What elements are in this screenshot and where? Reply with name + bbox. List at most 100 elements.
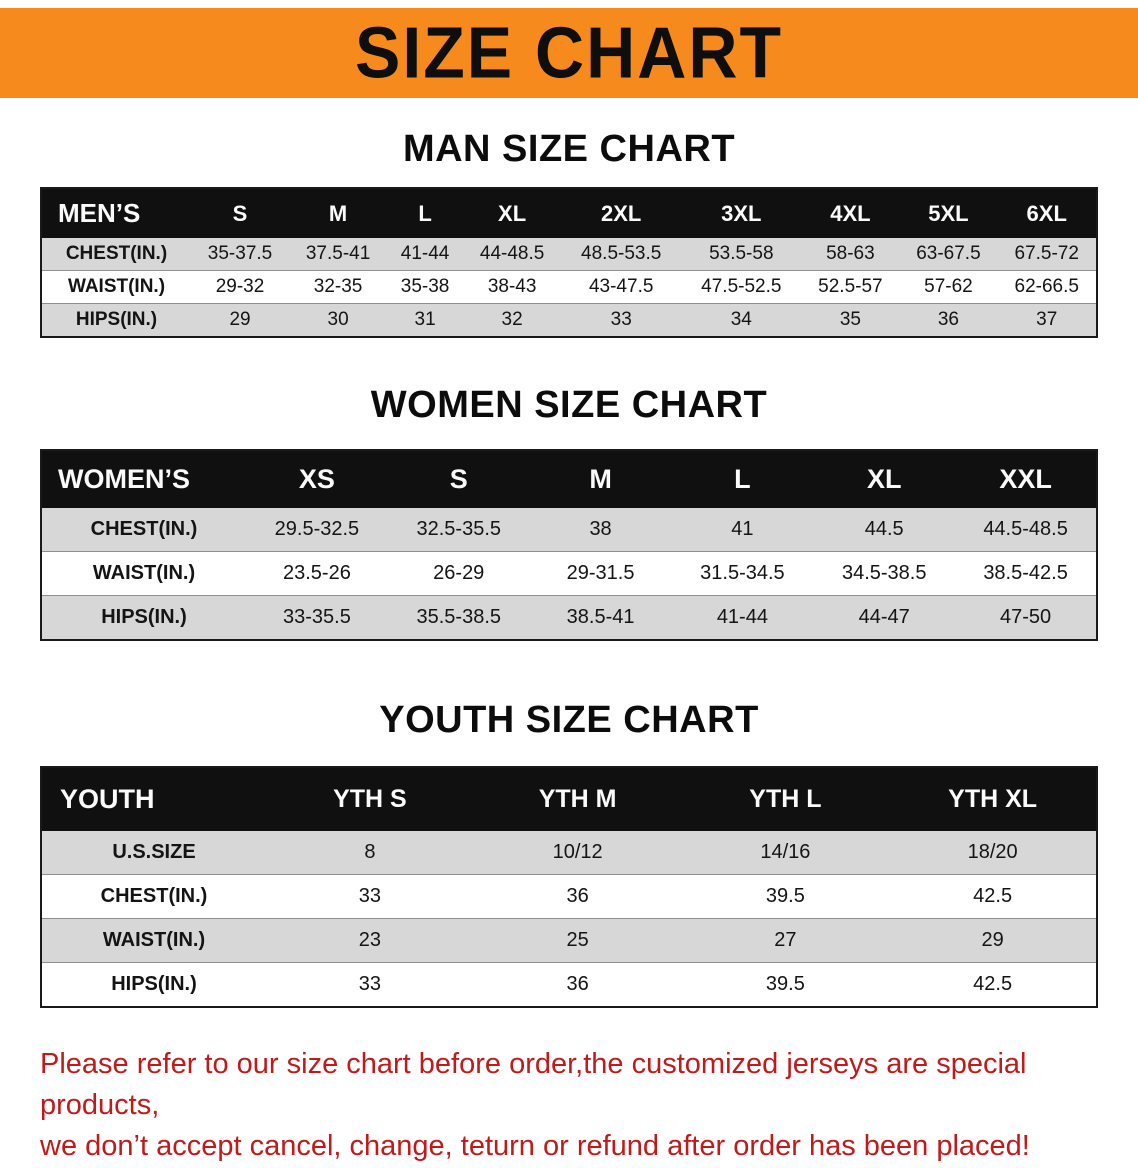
size-value: 29.5-32.5 [274,518,360,540]
size-value: 37 [1036,309,1058,330]
size-value: 41-44 [716,606,768,628]
measurement-label: WAIST(IN.) [67,276,166,297]
size-value: 38.5-41 [566,606,635,628]
size-value: 33 [358,885,381,907]
men-section-heading: MAN SIZE CHART [402,128,736,170]
size-value: 48.5-53.5 [581,243,662,264]
men-size-column-header: 3XL [681,188,802,238]
youth-size-table: YOUTH YTH S YTH M YTH L YTH XL U.S.SIZE 8 10/12… [40,766,1098,1008]
size-value: 29 [981,929,1004,951]
size-value: 38.5-42.5 [983,562,1068,584]
men-size-header-row: MEN’S S M L XL 2XL 3XL 4XL 5XL 6XL [41,188,1097,238]
size-value: 33 [610,309,632,330]
banner: SIZE CHART [0,8,1138,98]
youth-measurement-row: U.S.SIZE 8 10/12 14/16 18/20 [41,831,1097,875]
youth-size-column-header: YTH M [473,767,682,831]
size-value: 32-35 [313,276,363,297]
size-value: 35 [839,309,861,330]
size-value: 38 [589,518,612,540]
size-value: 37.5-41 [305,243,371,264]
size-value: 31.5-34.5 [700,562,785,584]
size-value: 36 [566,885,589,907]
size-value: 36 [566,973,589,995]
size-value: 33-35.5 [282,606,351,628]
notice-line-2: we don’t accept cancel, change, teturn o… [40,1130,1030,1163]
size-value: 62-66.5 [1014,276,1079,297]
youth-size-column-header: YTH L [681,767,890,831]
youth-section: YOUTH SIZE CHART YOUTH YTH S YTH M YTH L YTH … [0,699,1138,1008]
women-size-column-header: L [671,450,814,508]
size-value: 32 [501,309,523,330]
size-value: 25 [566,929,589,951]
size-value: 63-67.5 [916,243,981,264]
size-value: 53.5-58 [709,243,774,264]
size-value: 14/16 [760,841,811,863]
size-value: 35-38 [400,276,450,297]
size-value: 35.5-38.5 [416,606,501,628]
men-measurement-row: WAIST(IN.) 29-32 32-35 35-38 38-43 43-47.5 47.… [41,270,1097,304]
measurement-label: HIPS(IN.) [101,606,187,628]
footer-notice: Please refer to our size chart before or… [40,1044,1098,1168]
men-section: MAN SIZE CHART MEN’S S M L XL 2XL 3XL 4XL 5XL 6XL C… [0,128,1138,338]
size-value: 47.5-52.5 [701,276,782,297]
size-value: 44.5-48.5 [983,518,1068,540]
size-value: 44-48.5 [479,243,545,264]
size-value: 44.5 [864,518,904,540]
size-value: 42.5 [973,973,1013,995]
chart-sections: MAN SIZE CHART MEN’S S M L XL 2XL 3XL 4XL 5XL 6XL C… [0,128,1138,1008]
size-value: 10/12 [552,841,603,863]
women-measurement-row: CHEST(IN.) 29.5-32.5 32.5-35.5 38 41 44.5 44.5… [41,508,1097,552]
men-size-column-header: 4XL [801,188,900,238]
youth-size-column-header: YTH XL [889,767,1097,831]
women-size-column-header: S [387,450,530,508]
size-value: 41 [731,518,754,540]
youth-measurement-row: HIPS(IN.) 33 36 39.5 42.5 [41,962,1097,1007]
youth-group-label: YOUTH [41,767,266,831]
size-value: 23.5-26 [282,562,351,584]
size-value: 30 [327,309,349,330]
women-size-column-header: M [529,450,672,508]
size-value: 34.5-38.5 [841,562,927,584]
size-value: 39.5 [765,885,805,907]
women-section: WOMEN SIZE CHART WOMEN’S XS S M L XL XXL CHEST(I… [0,384,1138,641]
measurement-label: CHEST(IN.) [65,243,168,264]
women-measurement-row: WAIST(IN.) 23.5-26 26-29 29-31.5 31.5-34.5 34… [41,551,1097,596]
size-value: 23 [358,929,381,951]
men-group-label: MEN’S [41,188,191,238]
measurement-label: CHEST(IN.) [100,885,208,907]
size-value: 29-32 [215,276,265,297]
page-title: SIZE CHART [355,12,783,94]
size-value: 33 [358,973,381,995]
men-size-column-header: XL [463,188,562,238]
size-value: 36 [937,309,959,330]
size-value: 26-29 [433,562,485,584]
men-size-column-header: L [387,188,464,238]
women-section-heading: WOMEN SIZE CHART [370,384,768,426]
women-measurement-row: HIPS(IN.) 33-35.5 35.5-38.5 38.5-41 41-44 44-… [41,595,1097,640]
youth-size-header-row: YOUTH YTH S YTH M YTH L YTH XL [41,767,1097,831]
measurement-label: HIPS(IN.) [75,309,158,330]
measurement-label: WAIST(IN.) [92,562,196,584]
size-value: 41-44 [400,243,450,264]
size-value: 34 [730,309,752,330]
women-size-column-header: XS [246,450,388,508]
youth-size-column-header: YTH S [266,767,474,831]
size-value: 57-62 [924,276,973,297]
men-size-column-header: M [289,188,388,238]
men-measurement-row: HIPS(IN.) 29 30 31 32 33 34 35 36 37 [41,303,1097,337]
size-value: 27 [774,929,797,951]
measurement-label: CHEST(IN.) [90,518,198,540]
measurement-label: HIPS(IN.) [111,973,197,995]
size-value: 29 [229,309,251,330]
size-value: 43-47.5 [588,276,654,297]
size-value: 18/20 [967,841,1018,863]
size-value: 67.5-72 [1014,243,1079,264]
size-value: 8 [364,841,376,863]
men-size-table: MEN’S S M L XL 2XL 3XL 4XL 5XL 6XL CHEST(IN.) 35-37… [40,187,1098,338]
women-size-column-header: XL [813,450,956,508]
men-size-column-header: 5XL [899,188,998,238]
size-value: 31 [414,309,436,330]
men-size-column-header: S [191,188,290,238]
women-size-table: WOMEN’S XS S M L XL XXL CHEST(IN.) 29.5-32.5 32.5… [40,449,1098,641]
youth-measurement-row: WAIST(IN.) 23 25 27 29 [41,918,1097,963]
